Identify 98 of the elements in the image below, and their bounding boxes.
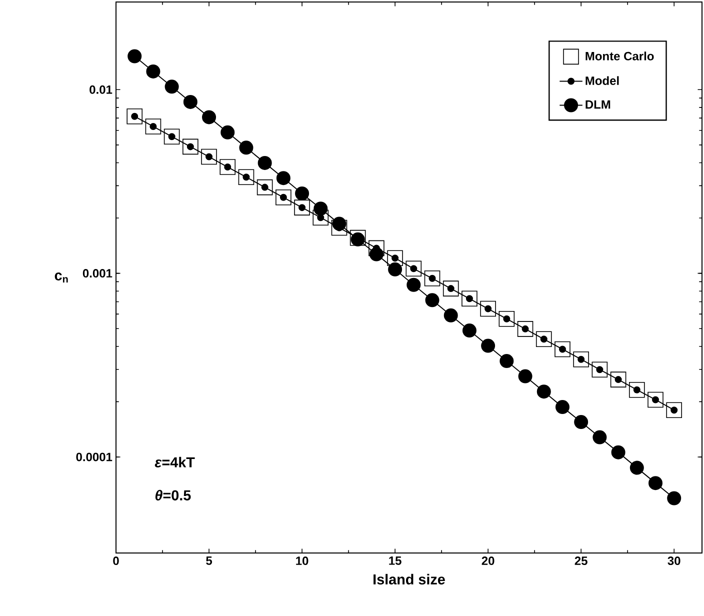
point xyxy=(503,315,510,322)
point xyxy=(462,290,478,307)
point xyxy=(242,174,250,181)
point xyxy=(630,460,644,475)
y-tick-label: 0.0001 xyxy=(76,452,112,462)
point xyxy=(145,118,162,134)
point xyxy=(480,300,496,317)
point xyxy=(295,186,310,200)
legend-label: Model xyxy=(586,76,619,85)
point xyxy=(312,210,329,226)
point xyxy=(500,354,514,368)
point xyxy=(146,64,160,78)
x-axis-title: Island size xyxy=(374,574,445,584)
point xyxy=(224,164,232,171)
point xyxy=(629,382,645,398)
point xyxy=(574,415,588,430)
point xyxy=(442,280,459,296)
point xyxy=(481,338,496,353)
point xyxy=(633,386,640,394)
point xyxy=(466,295,473,302)
point xyxy=(592,362,608,378)
point xyxy=(131,112,138,120)
point xyxy=(573,351,589,368)
point xyxy=(294,200,310,216)
point xyxy=(186,143,194,150)
point xyxy=(648,476,662,490)
point xyxy=(648,392,664,408)
point xyxy=(392,254,399,262)
point xyxy=(314,202,328,216)
point xyxy=(596,366,604,374)
point xyxy=(331,220,348,236)
point xyxy=(150,122,157,130)
point xyxy=(522,325,529,332)
point xyxy=(592,430,607,444)
point xyxy=(368,240,384,256)
point xyxy=(614,376,622,384)
point xyxy=(128,49,142,64)
y-axis-title: c$_{n}$ xyxy=(54,272,68,282)
point xyxy=(126,108,143,124)
point xyxy=(406,278,421,292)
x-tick-label: 0 xyxy=(113,556,119,566)
legend-label: Monte Carlo xyxy=(586,52,654,60)
x-tick-label: 10 xyxy=(296,556,308,566)
point xyxy=(462,324,476,338)
y-tick-label: 0.001 xyxy=(82,269,112,278)
point xyxy=(276,171,290,186)
x-tick-label: 5 xyxy=(206,556,212,565)
point xyxy=(261,184,268,191)
point xyxy=(238,169,254,186)
point xyxy=(220,125,235,140)
point xyxy=(424,270,440,286)
x-tick-label: 25 xyxy=(574,556,588,566)
point xyxy=(298,204,306,212)
point xyxy=(239,140,254,155)
point xyxy=(280,194,287,201)
point xyxy=(206,153,213,160)
point xyxy=(536,384,551,399)
point xyxy=(202,110,216,124)
point xyxy=(610,372,626,388)
point xyxy=(517,321,534,337)
point xyxy=(498,310,515,327)
legend-label: DLM xyxy=(586,100,610,109)
y-tick-label: 0.01 xyxy=(90,85,112,94)
point xyxy=(201,148,217,165)
point xyxy=(406,260,422,277)
x-tick-label: 30 xyxy=(668,556,680,566)
point xyxy=(164,128,180,145)
point xyxy=(554,341,570,358)
point xyxy=(611,445,626,460)
point xyxy=(369,247,384,262)
point xyxy=(182,138,198,155)
point xyxy=(388,262,402,276)
point xyxy=(425,293,440,308)
point xyxy=(183,94,198,109)
point xyxy=(410,265,418,272)
point xyxy=(518,369,532,384)
point xyxy=(670,406,678,414)
point xyxy=(447,285,454,292)
point xyxy=(256,179,273,196)
point xyxy=(558,346,566,353)
point xyxy=(666,402,682,418)
point xyxy=(428,274,436,282)
point xyxy=(168,133,176,140)
annotation: θ=0.5 xyxy=(155,490,191,500)
point xyxy=(164,80,179,94)
point xyxy=(444,308,458,322)
x-tick-label: 15 xyxy=(389,556,402,565)
point xyxy=(332,216,346,231)
x-tick-label: 20 xyxy=(482,556,494,566)
point xyxy=(276,189,292,206)
point xyxy=(258,156,272,170)
annotation: ε=4kT xyxy=(154,456,195,468)
point xyxy=(667,491,682,506)
point xyxy=(484,305,492,312)
point xyxy=(555,400,570,414)
point xyxy=(578,356,585,363)
point xyxy=(652,396,659,404)
point xyxy=(220,159,236,175)
